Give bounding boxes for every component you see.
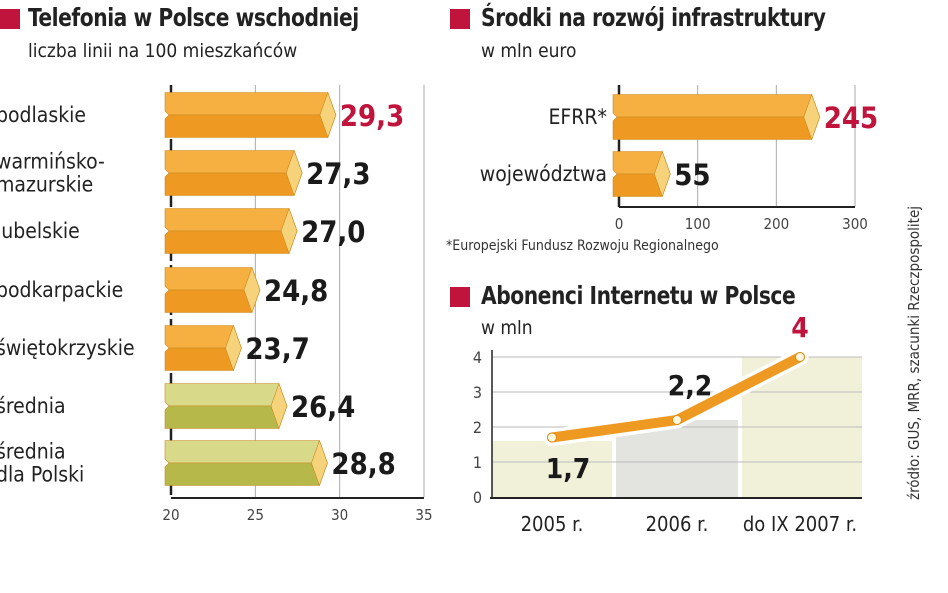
bar — [612, 94, 821, 118]
bar-lower — [164, 114, 337, 138]
chart1-subtitle: liczba linii na 100 mieszkańców — [28, 40, 298, 62]
value-label: 24,8 — [264, 274, 328, 308]
value-label: 1,7 — [546, 452, 591, 485]
value-label: 55 — [674, 158, 710, 192]
x-tick-label: 200 — [763, 215, 789, 233]
value-label: 27,3 — [306, 157, 370, 191]
category-label: podlaskie — [0, 103, 86, 127]
column-background — [492, 441, 612, 497]
value-label: 28,8 — [331, 447, 395, 481]
bar-lower — [164, 172, 303, 196]
bar-lower — [164, 405, 288, 429]
value-label: 245 — [824, 101, 878, 135]
value-label: 23,7 — [245, 332, 309, 366]
bar-lower — [164, 462, 328, 486]
value-label: 2,2 — [668, 369, 713, 402]
bar-lower — [164, 230, 298, 254]
x-tick-label: 2005 r. — [521, 512, 584, 536]
category-label: średnia — [0, 394, 66, 418]
category-label: lubelskie — [0, 219, 80, 243]
category-label: świętokrzyskie — [0, 336, 135, 360]
x-tick-label: 20 — [162, 506, 179, 524]
title-marker-3 — [450, 287, 470, 307]
y-tick-label: 0 — [473, 488, 482, 507]
value-label: 27,0 — [301, 215, 365, 249]
category-label: podkarpackie — [0, 278, 123, 302]
bar-end — [280, 207, 298, 255]
bar-lower — [612, 116, 821, 140]
x-tick-label: 25 — [247, 506, 264, 524]
bar — [164, 383, 288, 407]
bar — [164, 92, 337, 116]
bar-end — [270, 382, 288, 430]
data-point — [795, 352, 805, 362]
bar — [164, 440, 328, 464]
bar-end — [653, 150, 671, 198]
y-tick-label: 4 — [473, 348, 482, 367]
bar-end — [311, 439, 328, 487]
chart3-subtitle: w mln — [481, 317, 533, 339]
y-tick-label: 2 — [473, 418, 482, 437]
bar-end — [243, 266, 261, 314]
value-label: 26,4 — [291, 390, 355, 424]
value-label: 4 — [791, 311, 809, 344]
x-tick-label: 30 — [331, 506, 348, 524]
x-tick-label: 100 — [685, 215, 711, 233]
y-tick-label: 1 — [473, 453, 482, 472]
x-tick-label: 300 — [842, 215, 868, 233]
value-label: 29,3 — [340, 99, 404, 133]
x-tick-label: 2006 r. — [646, 512, 709, 536]
bar-end — [225, 324, 242, 372]
category-label: województwa — [480, 162, 607, 186]
x-tick-label: 0 — [615, 215, 624, 233]
category-label: EFRR* — [549, 105, 608, 129]
title-marker-2 — [450, 9, 470, 29]
x-tick-label: 35 — [415, 506, 432, 524]
bar — [164, 150, 303, 174]
chart2-title: Środki na rozwój infrastruktury — [481, 3, 826, 32]
y-tick-label: 3 — [473, 383, 482, 402]
bar-end — [803, 93, 821, 141]
x-tick-label: do IX 2007 r. — [743, 512, 857, 536]
category-label: średnia — [0, 440, 66, 464]
chart1-title: Telefonia w Polsce wschodniej — [28, 3, 359, 32]
category-label: warmińsko- — [0, 150, 105, 174]
chart2-footnote: *Europejski Fundusz Rozwoju Regionalnego — [446, 238, 719, 254]
bar-end — [285, 149, 303, 197]
category-label: dla Polski — [0, 463, 84, 487]
bar — [164, 208, 298, 232]
data-point — [547, 432, 557, 443]
category-label: mazurskie — [0, 173, 93, 197]
title-marker-1 — [0, 9, 20, 29]
chart3-title: Abonenci Internetu w Polsce — [481, 281, 796, 310]
data-point — [672, 415, 682, 425]
chart2-subtitle: w mln euro — [481, 40, 577, 62]
bar-end — [319, 91, 337, 139]
